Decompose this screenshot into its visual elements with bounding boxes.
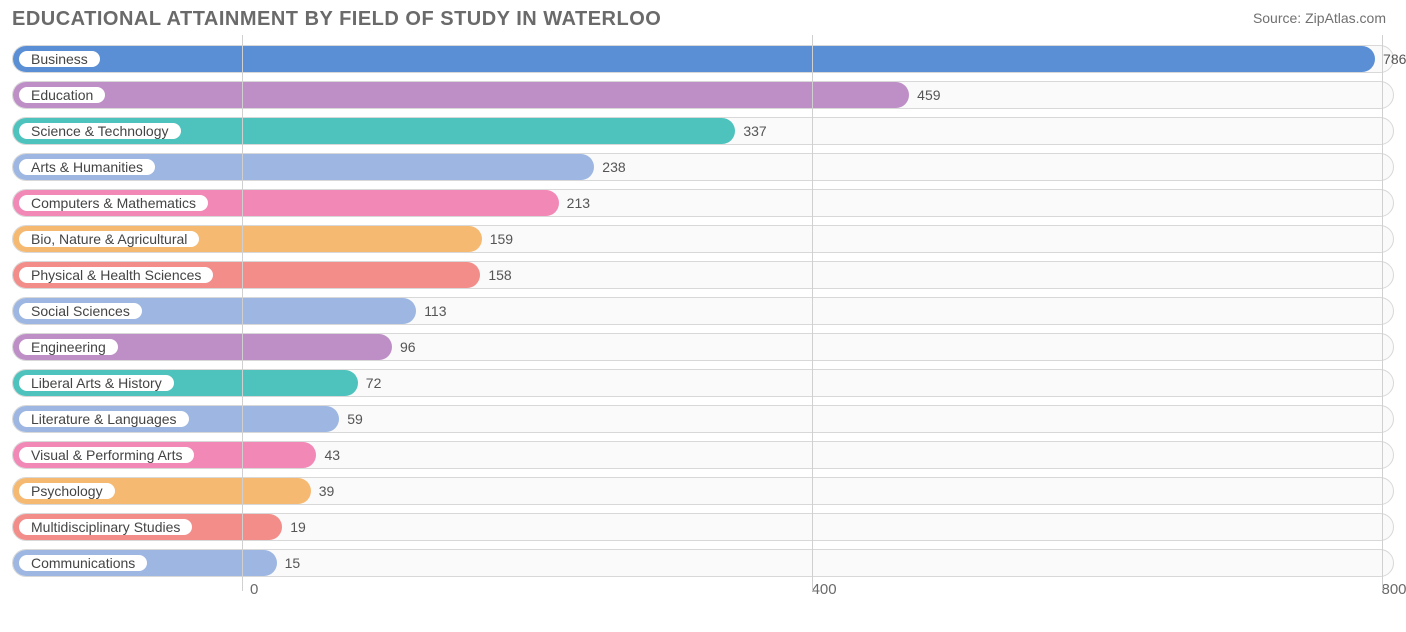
bar-label: Engineering [17, 337, 120, 357]
bar-row: Science & Technology 337 [12, 117, 1394, 145]
bar-row: Social Sciences 113 [12, 297, 1394, 325]
bar-value: 158 [488, 267, 511, 283]
bar-row: Literature & Languages 59 [12, 405, 1394, 433]
bar-label: Liberal Arts & History [17, 373, 176, 393]
bar-row: Arts & Humanities 238 [12, 153, 1394, 181]
x-axis: 0400800 [12, 581, 1394, 621]
bar-value: 19 [290, 519, 306, 535]
bar-row: Bio, Nature & Agricultural 159 [12, 225, 1394, 253]
bar-label: Bio, Nature & Agricultural [17, 229, 201, 249]
axis-tick: 400 [812, 581, 837, 598]
bar-row: Visual & Performing Arts 43 [12, 441, 1394, 469]
axis-tick: 800 [1381, 581, 1406, 598]
bar-row: Psychology 39 [12, 477, 1394, 505]
bars-container: Business786 Education 459 Science & Technol… [12, 45, 1394, 577]
bar-value: 96 [400, 339, 416, 355]
bar-value: 72 [366, 375, 382, 391]
bar-value: 786 [1383, 51, 1406, 67]
bar-label: Business [17, 49, 102, 69]
bar-label: Arts & Humanities [17, 157, 157, 177]
bar-label: Psychology [17, 481, 117, 501]
bar-row: Liberal Arts & History 72 [12, 369, 1394, 397]
bar-label: Visual & Performing Arts [17, 445, 196, 465]
chart-title: EDUCATIONAL ATTAINMENT BY FIELD OF STUDY… [12, 8, 661, 31]
bar-fill [13, 46, 1375, 72]
bar-value: 59 [347, 411, 363, 427]
bar-label: Education [17, 85, 107, 105]
bar-row: Multidisciplinary Studies 19 [12, 513, 1394, 541]
bar-row: Physical & Health Sciences 158 [12, 261, 1394, 289]
bar-row: Engineering 96 [12, 333, 1394, 361]
bar-value: 15 [285, 555, 301, 571]
bar-label: Multidisciplinary Studies [17, 517, 194, 537]
chart-header: EDUCATIONAL ATTAINMENT BY FIELD OF STUDY… [0, 0, 1406, 35]
bar-row: Communications 15 [12, 549, 1394, 577]
axis-tick: 0 [250, 581, 258, 598]
bar-label: Literature & Languages [17, 409, 191, 429]
bar-row: Education 459 [12, 81, 1394, 109]
bar-value: 337 [743, 123, 766, 139]
bar-value: 159 [490, 231, 513, 247]
bar-row: Business786 [12, 45, 1394, 73]
bar-value: 213 [567, 195, 590, 211]
bar-fill [13, 82, 909, 108]
bar-label: Computers & Mathematics [17, 193, 210, 213]
chart-source: Source: ZipAtlas.com [1253, 8, 1386, 26]
bar-label: Physical & Health Sciences [17, 265, 215, 285]
bar-value: 43 [324, 447, 340, 463]
bar-value: 459 [917, 87, 940, 103]
bar-value: 39 [319, 483, 335, 499]
bar-value: 238 [602, 159, 625, 175]
bar-label: Communications [17, 553, 149, 573]
bar-row: Computers & Mathematics 213 [12, 189, 1394, 217]
bar-value: 113 [424, 303, 446, 319]
bar-label: Social Sciences [17, 301, 144, 321]
chart-area: Business786Education459Science & Technol… [0, 35, 1406, 621]
bar-label: Science & Technology [17, 121, 183, 141]
